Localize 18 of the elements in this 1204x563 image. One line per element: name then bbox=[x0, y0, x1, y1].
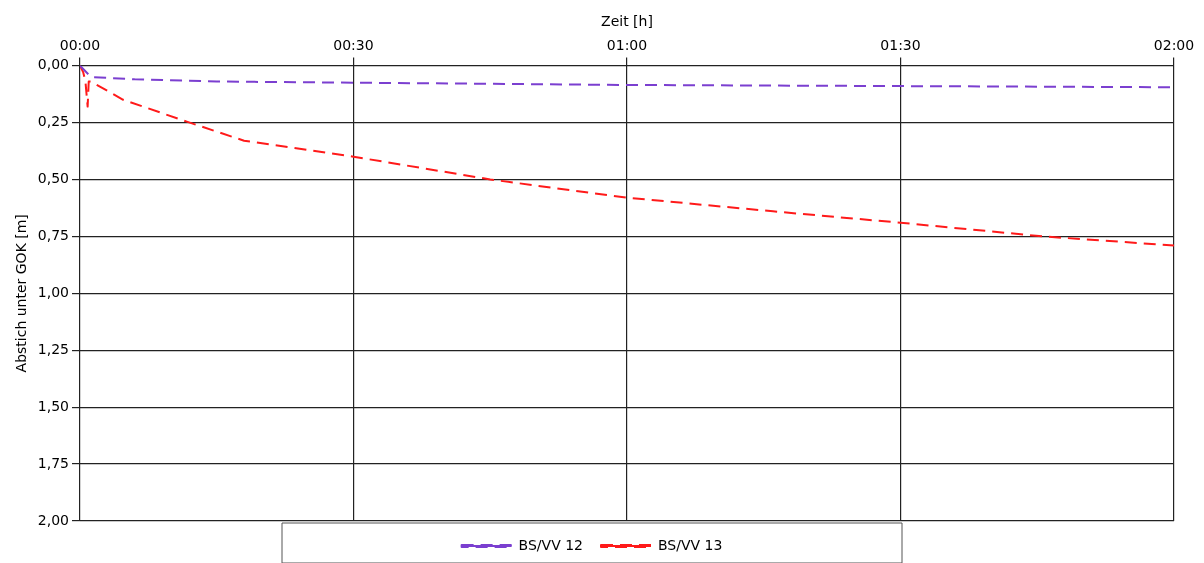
x-tick-label: 00:30 bbox=[333, 36, 374, 53]
y-tick-label: 1,25 bbox=[37, 340, 69, 357]
y-tick-label: 0,00 bbox=[37, 56, 69, 73]
x-tick-label: 01:00 bbox=[606, 36, 648, 53]
y-tick-label: 1,75 bbox=[37, 454, 69, 471]
x-axis-title: Zeit [h] bbox=[601, 13, 653, 30]
y-tick-label: 0,50 bbox=[37, 170, 69, 187]
y-tick-label: 2,00 bbox=[37, 511, 69, 528]
y-tick-label: 0,75 bbox=[37, 227, 69, 244]
y-tick-label: 1,00 bbox=[37, 283, 69, 300]
y-tick-label: 0,25 bbox=[37, 113, 69, 130]
legend-label: BS/VV 12 bbox=[518, 536, 584, 553]
y-axis-title: Abstich unter GOK [m] bbox=[13, 214, 30, 373]
legend-label: BS/VV 13 bbox=[658, 536, 723, 553]
x-tick-label: 01:30 bbox=[880, 36, 921, 53]
y-tick-label: 1,50 bbox=[37, 397, 69, 414]
x-tick-label: 00:00 bbox=[59, 36, 101, 53]
x-tick-label: 02:00 bbox=[1153, 36, 1195, 53]
